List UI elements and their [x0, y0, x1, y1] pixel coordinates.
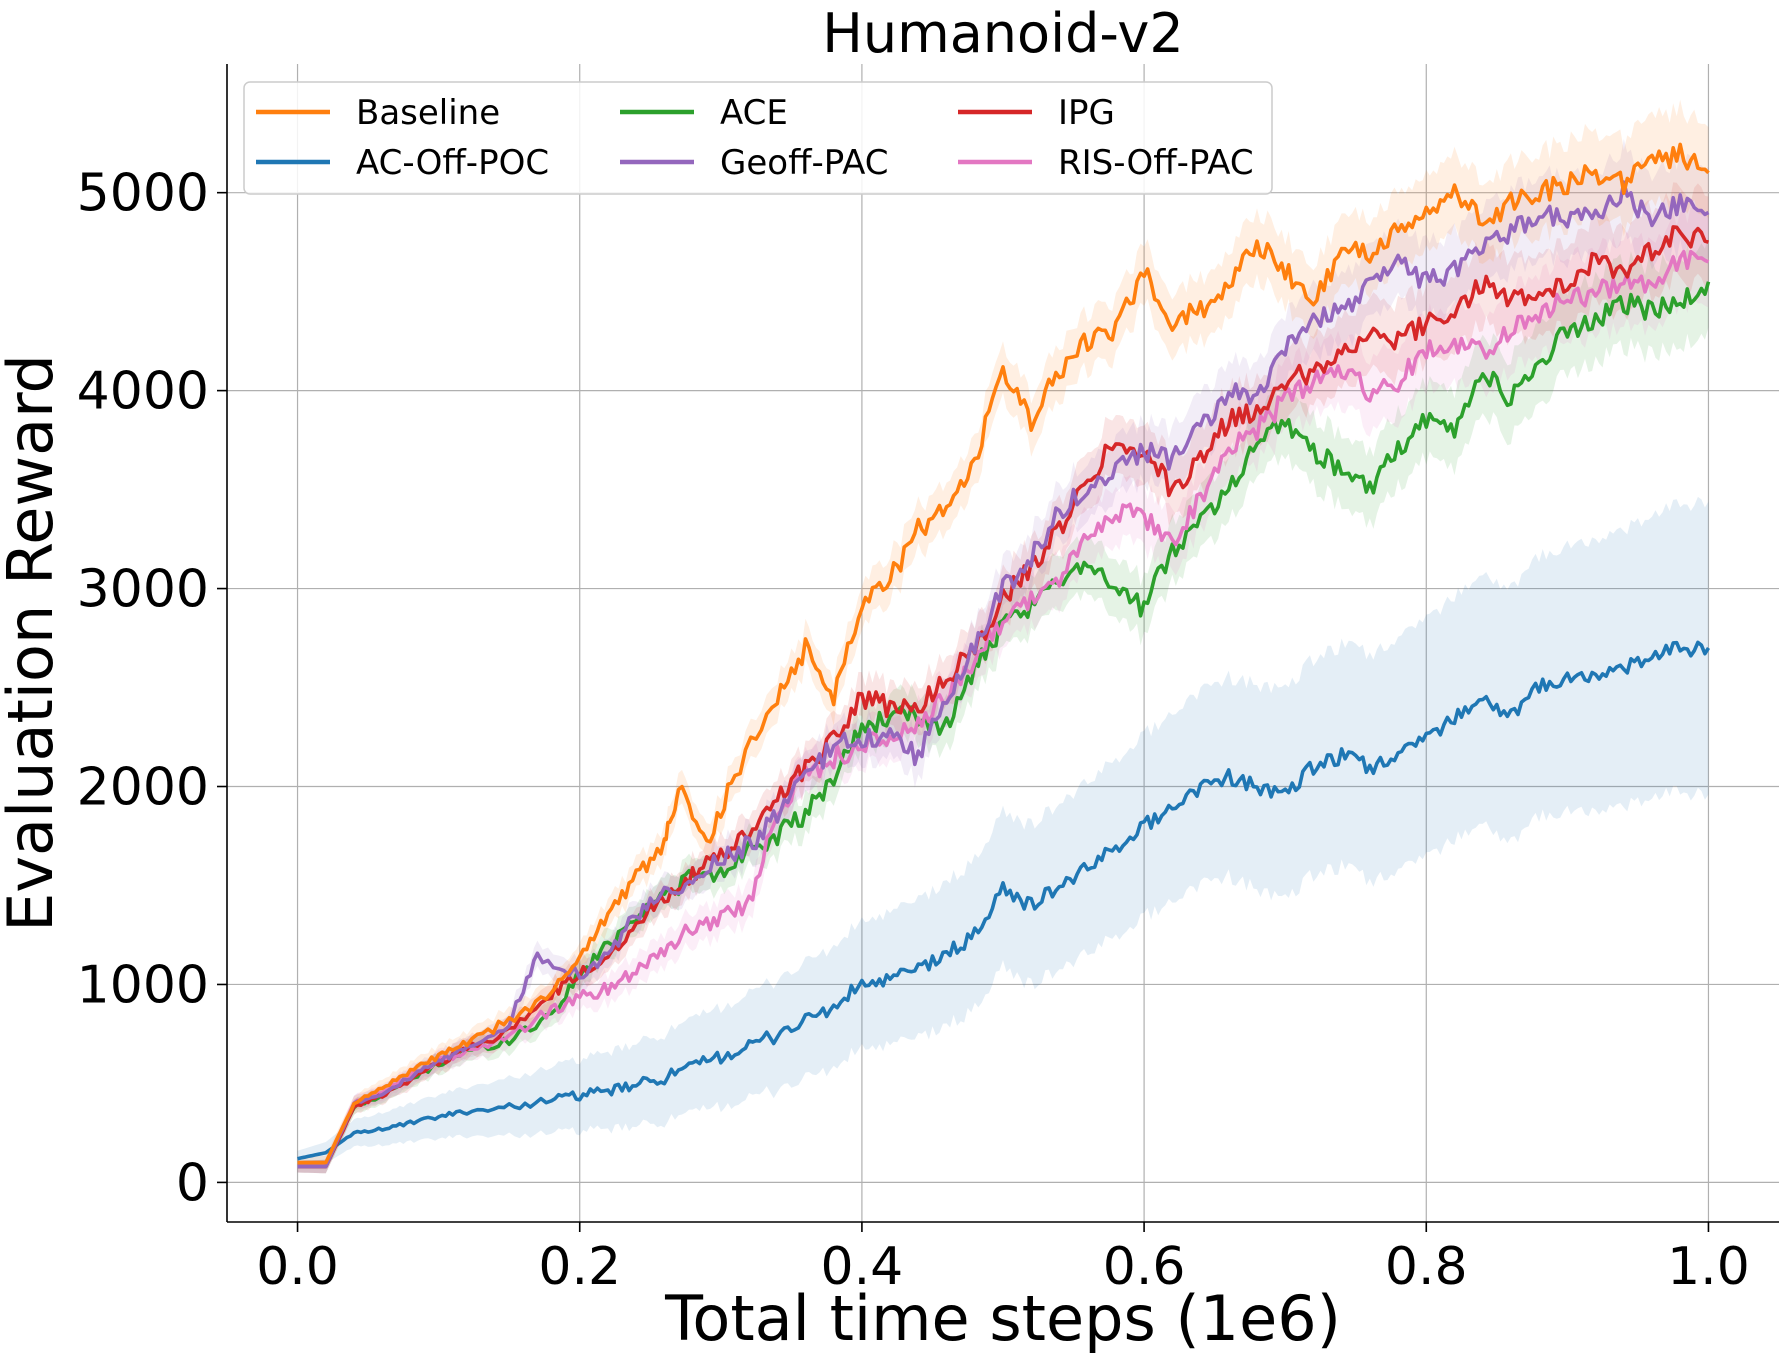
chart-title: Humanoid-v2 — [822, 2, 1183, 65]
series-line — [297, 249, 1710, 1169]
y-tick-label: 4000 — [77, 362, 209, 422]
confidence-band — [297, 496, 1709, 1167]
x-tick-label: 0.2 — [538, 1237, 621, 1297]
series-line — [297, 180, 1710, 1169]
legend-label: Baseline — [356, 93, 500, 133]
x-tick-label: 0.0 — [256, 1237, 339, 1297]
x-axis-title: Total time steps (1e6) — [664, 1282, 1341, 1355]
confidence-band — [297, 182, 1709, 1174]
confidence-band — [297, 206, 1709, 1174]
legend-label: Geoff-PAC — [720, 143, 889, 183]
legend-label: IPG — [1058, 93, 1115, 133]
legend-items: Baseline AC-Off-POC ACE Geoff-PAC IPG RIS-Off… — [256, 93, 1254, 183]
axes — [226, 64, 1779, 1223]
legend-label: AC-Off-POC — [356, 143, 549, 183]
x-tick-label: 0.8 — [1385, 1237, 1468, 1297]
series-line — [297, 142, 1710, 1165]
y-tick-label: 5000 — [77, 164, 209, 224]
series-line — [297, 640, 1711, 1161]
x-tick-labels: 0.0 0.2 0.4 0.6 0.8 1.0 — [256, 1222, 1750, 1297]
y-tick-labels: 0 1000 2000 3000 4000 5000 — [77, 164, 227, 1213]
x-tick-label: 1.0 — [1667, 1237, 1750, 1297]
y-tick-label: 1000 — [77, 955, 209, 1015]
legend-label: RIS-Off-PAC — [1058, 143, 1254, 183]
confidence-band — [297, 236, 1709, 1174]
confidence-band — [297, 139, 1709, 1174]
y-tick-label: 0 — [176, 1153, 209, 1213]
y-tick-label: 2000 — [77, 758, 209, 818]
x-tick-label: 0.6 — [1103, 1237, 1186, 1297]
y-axis-title: Evaluation Reward — [0, 354, 67, 932]
legend-label: ACE — [720, 93, 788, 133]
legend: Baseline AC-Off-POC ACE Geoff-PAC IPG RIS-Off… — [243, 81, 1273, 195]
x-tick-label: 0.4 — [821, 1237, 904, 1297]
series-lines — [297, 142, 1711, 1169]
y-tick-label: 3000 — [77, 560, 209, 620]
